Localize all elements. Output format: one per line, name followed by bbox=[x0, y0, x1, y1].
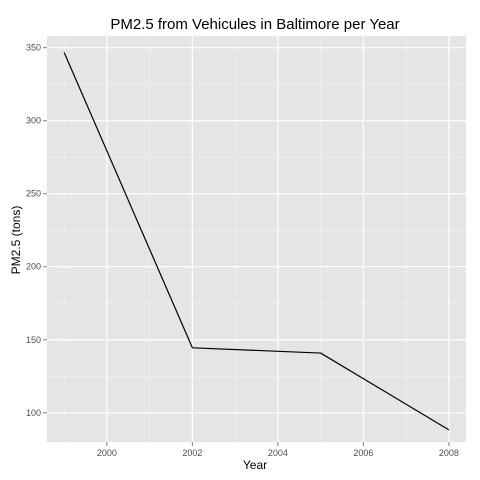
y-axis: 100 150 200 250 300 350 bbox=[26, 43, 47, 418]
y-tick-label: 150 bbox=[26, 335, 41, 345]
y-tick-label: 250 bbox=[26, 189, 41, 199]
y-tick-label: 300 bbox=[26, 116, 41, 126]
x-axis-title: Year bbox=[243, 458, 267, 472]
y-tick-label: 350 bbox=[26, 43, 41, 53]
y-tick-label: 100 bbox=[26, 408, 41, 418]
y-tick-label: 200 bbox=[26, 262, 41, 272]
x-tick-label: 2008 bbox=[439, 448, 459, 458]
x-tick-label: 2000 bbox=[97, 448, 117, 458]
x-tick-label: 2004 bbox=[268, 448, 288, 458]
series-line-0 bbox=[63, 52, 450, 431]
major-gridlines bbox=[47, 36, 466, 442]
x-tick-label: 2002 bbox=[182, 448, 202, 458]
plot-panel bbox=[47, 36, 466, 442]
series-layer bbox=[63, 52, 450, 431]
y-axis-title: PM2.5 (tons) bbox=[9, 206, 23, 275]
minor-gridlines bbox=[47, 36, 466, 442]
x-tick-label: 2006 bbox=[353, 448, 373, 458]
x-axis: 2000 2002 2004 2006 2008 bbox=[97, 442, 459, 458]
chart-title: PM2.5 from Vehicules in Baltimore per Ye… bbox=[110, 16, 399, 33]
